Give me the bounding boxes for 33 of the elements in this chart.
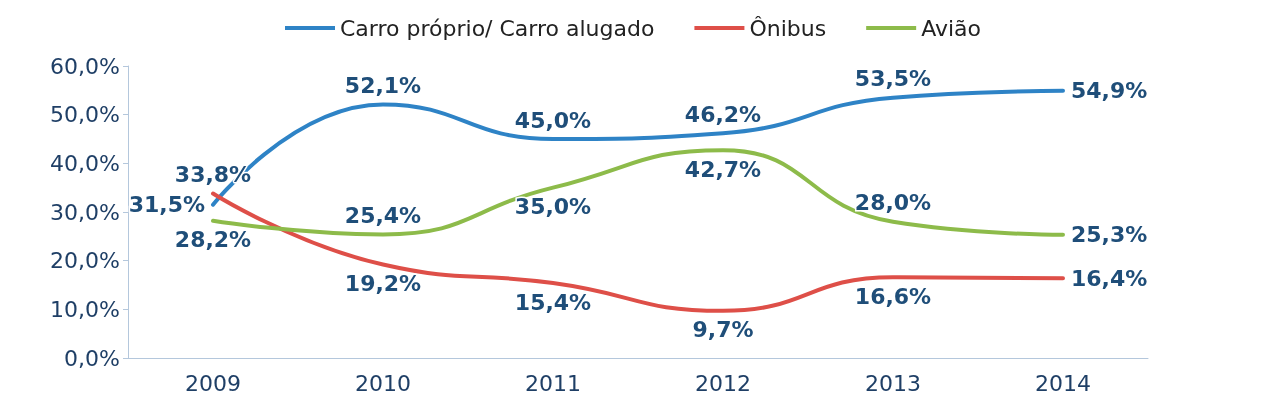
data-label: 15,4% bbox=[514, 289, 592, 315]
x-tick-label: 2014 bbox=[1035, 370, 1091, 396]
data-label: 35,0% bbox=[514, 194, 592, 220]
legend-label: Carro próprio/ Carro alugado bbox=[340, 15, 655, 41]
x-tick-label: 2012 bbox=[695, 370, 751, 396]
data-label: 28,0% bbox=[854, 190, 932, 216]
legend-label: Avião bbox=[921, 15, 981, 41]
y-tick-label: 10,0% bbox=[50, 296, 120, 322]
data-label: 16,4% bbox=[1071, 265, 1148, 291]
y-tick-label: 40,0% bbox=[50, 150, 120, 176]
data-label: 45,0% bbox=[514, 107, 592, 133]
y-tick-label: 0,0% bbox=[64, 345, 120, 371]
data-label: 42,7% bbox=[684, 156, 762, 182]
x-tick-label: 2013 bbox=[865, 370, 921, 396]
y-tick-label: 50,0% bbox=[50, 102, 120, 128]
x-tick-label: 2010 bbox=[355, 370, 411, 396]
x-tick-label: 2011 bbox=[525, 370, 581, 396]
x-tick-label: 2009 bbox=[185, 370, 241, 396]
data-label: 28,2% bbox=[174, 227, 252, 253]
data-label: 31,5% bbox=[128, 192, 205, 218]
data-label: 25,4% bbox=[344, 202, 422, 228]
data-label: 9,7% bbox=[692, 317, 754, 343]
data-label: 46,2% bbox=[684, 101, 762, 127]
y-tick-label: 20,0% bbox=[50, 248, 120, 274]
data-label: 16,6% bbox=[854, 283, 932, 309]
legend-label: Ônibus bbox=[749, 15, 827, 41]
data-label: 54,9% bbox=[1071, 78, 1148, 104]
data-label: 19,2% bbox=[344, 271, 422, 297]
y-tick-label: 30,0% bbox=[50, 199, 120, 225]
data-label: 25,3% bbox=[1071, 222, 1148, 248]
data-label: 52,1% bbox=[344, 72, 422, 98]
y-tick-label: 60,0% bbox=[50, 53, 120, 79]
data-label: 53,5% bbox=[854, 66, 932, 92]
